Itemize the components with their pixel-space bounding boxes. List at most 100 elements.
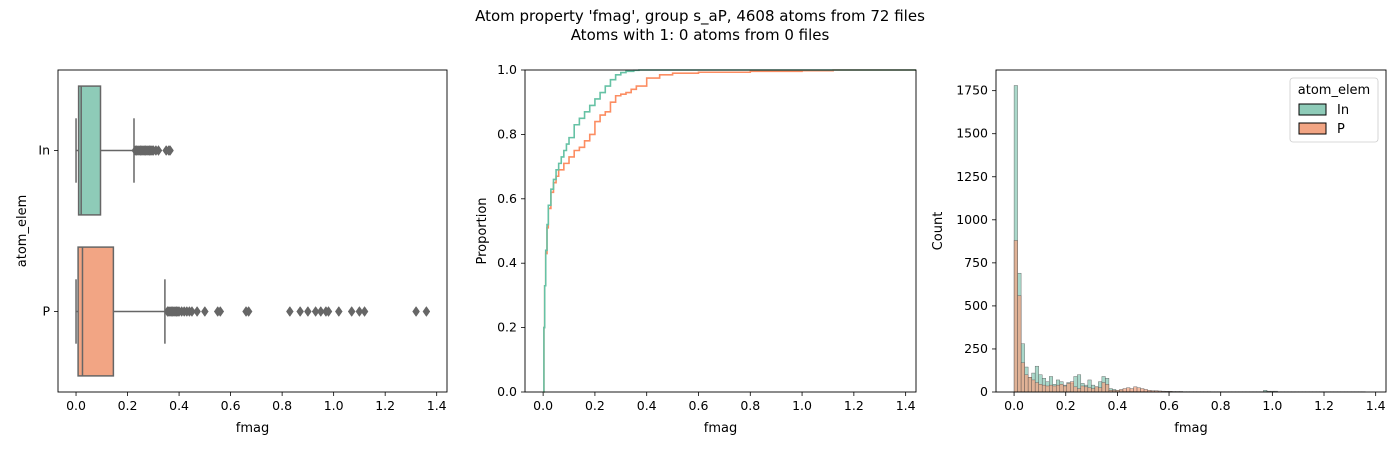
hist-bar-P	[1091, 388, 1096, 393]
ecdf-xtick-label: 0.2	[585, 398, 605, 413]
legend-label-P: P	[1337, 122, 1345, 137]
box-flier	[201, 306, 209, 317]
hist-bar-P	[1041, 384, 1046, 393]
hist-xlabel: fmag	[1174, 421, 1207, 436]
box-In	[77, 85, 102, 216]
hist-xtick-label: 0.4	[1107, 398, 1127, 413]
ecdf-ytick-label: 0.0	[497, 384, 517, 399]
hist-bar-P	[1038, 384, 1043, 393]
hist-ytick-label: 250	[964, 341, 988, 356]
hist-bar-P	[1049, 384, 1053, 393]
hist-bar-P	[1073, 386, 1078, 393]
hist-xtick-label: 0.0	[1004, 398, 1024, 413]
hist-bar-P	[1031, 379, 1036, 393]
hist-bar-P	[1126, 387, 1131, 393]
hist-bar-P	[1070, 381, 1074, 393]
hist-xtick-label: 1.0	[1262, 398, 1282, 413]
hist-xtick-label: 1.4	[1366, 398, 1386, 413]
ecdf-xtick-label: 0.6	[689, 398, 709, 413]
box-flier	[422, 306, 431, 317]
ecdf-ytick-label: 0.8	[497, 126, 517, 141]
boxplot-xtick-label: 1.0	[324, 398, 344, 413]
hist-bar-P	[1059, 384, 1064, 393]
ecdf-ytick-label: 0.6	[497, 191, 517, 206]
hist-bar-P	[1087, 387, 1092, 393]
hist-bar-P	[1056, 384, 1060, 393]
hist-xtick-label: 0.2	[1056, 398, 1076, 413]
hist-bar-P	[1013, 240, 1018, 393]
boxplot-ytick-label: In	[38, 143, 50, 158]
hist-bar-P	[1063, 385, 1067, 393]
ecdf-xtick-label: 0.4	[637, 398, 657, 413]
hist-bar-P	[1066, 383, 1071, 393]
box-flier	[316, 306, 325, 317]
hist-xtick-label: 1.2	[1314, 398, 1334, 413]
boxplot-frame	[57, 69, 448, 393]
boxplot-xtick-label: 1.2	[375, 398, 395, 413]
hist-bar-P	[1034, 382, 1039, 393]
box-flier	[193, 306, 201, 317]
hist-ytick-label: 1000	[956, 212, 988, 227]
boxplot-ytick-label: P	[42, 304, 50, 319]
boxplot-ylabel: atom_elem	[15, 195, 30, 267]
hist-ytick-label: 0	[980, 384, 988, 399]
ecdf-line-In	[543, 69, 916, 393]
box-flier	[304, 306, 312, 317]
hist-bar-P	[1045, 385, 1050, 393]
hist-ytick-label: 500	[964, 298, 988, 313]
hist-bar-P	[1080, 385, 1085, 393]
hist-bar-P	[1077, 388, 1082, 393]
ecdf-xtick-label: 0.8	[740, 398, 760, 413]
hist-bar-P	[1094, 386, 1099, 393]
hist-bar-P	[1017, 295, 1022, 393]
boxplot-xtick-label: 0.8	[272, 398, 292, 413]
box-flier	[154, 145, 163, 156]
box-flier	[188, 306, 196, 317]
box-flier	[355, 306, 364, 317]
boxplot-xtick-label: 0.2	[118, 398, 138, 413]
boxplot-xtick-label: 0.0	[66, 398, 86, 413]
box-flier	[311, 306, 320, 317]
ecdf-ytick-label: 0.2	[497, 320, 517, 335]
figure-title-line2: Atoms with 1: 0 atoms from 0 files	[571, 26, 830, 44]
figure-title-line1: Atom property 'fmag', group s_aP, 4608 a…	[475, 7, 925, 26]
ecdf-ytick-label: 1.0	[497, 62, 517, 77]
ecdf-frame	[524, 69, 917, 393]
box-flier	[166, 145, 174, 156]
ecdf-line-P	[543, 69, 916, 393]
hist-bar-P	[1133, 386, 1138, 393]
boxplot-xlabel: fmag	[236, 421, 269, 436]
box-flier	[412, 306, 420, 317]
boxplot-xtick-label: 0.6	[221, 398, 241, 413]
hist-ytick-label: 1500	[956, 126, 988, 141]
hist-bar-P	[1020, 362, 1025, 393]
hist-bar-P	[1140, 388, 1145, 393]
box-flier	[324, 306, 333, 317]
hist-xtick-label: 0.8	[1211, 398, 1231, 413]
box-flier	[334, 306, 343, 317]
box-flier	[244, 306, 253, 317]
hist-bar-P	[1105, 384, 1110, 393]
legend-title: atom_elem	[1298, 83, 1370, 98]
histogram-panel: 0.0 0.2 0.4 0.6 0.8 1.0 1.2 1.4 fmag 0 250 500 750 10…	[931, 69, 1387, 436]
hist-ytick-label: 1250	[956, 169, 988, 184]
ecdf-ylabel: Proportion	[475, 197, 490, 264]
hist-bar-P	[1101, 382, 1106, 393]
ecdf-xtick-label: 1.4	[896, 398, 916, 413]
boxplot-xtick-label: 0.4	[169, 398, 189, 413]
hist-bar-P	[1084, 386, 1089, 393]
ecdf-xtick-label: 0.0	[533, 398, 553, 413]
hist-xtick-label: 0.6	[1159, 398, 1179, 413]
legend-swatch-In	[1298, 103, 1327, 116]
hist-frame	[995, 69, 1387, 393]
hist-bar-P	[1122, 388, 1127, 393]
hist-bar-P	[1136, 387, 1141, 393]
ecdf-xtick-label: 1.0	[792, 398, 812, 413]
hist-ytick-label: 750	[964, 255, 988, 270]
hist-bar-P	[1024, 374, 1029, 393]
hist-ytick-label: 1750	[956, 83, 988, 98]
box-flier	[216, 306, 225, 317]
hist-bar-P	[1129, 388, 1134, 393]
box-flier	[360, 306, 369, 317]
